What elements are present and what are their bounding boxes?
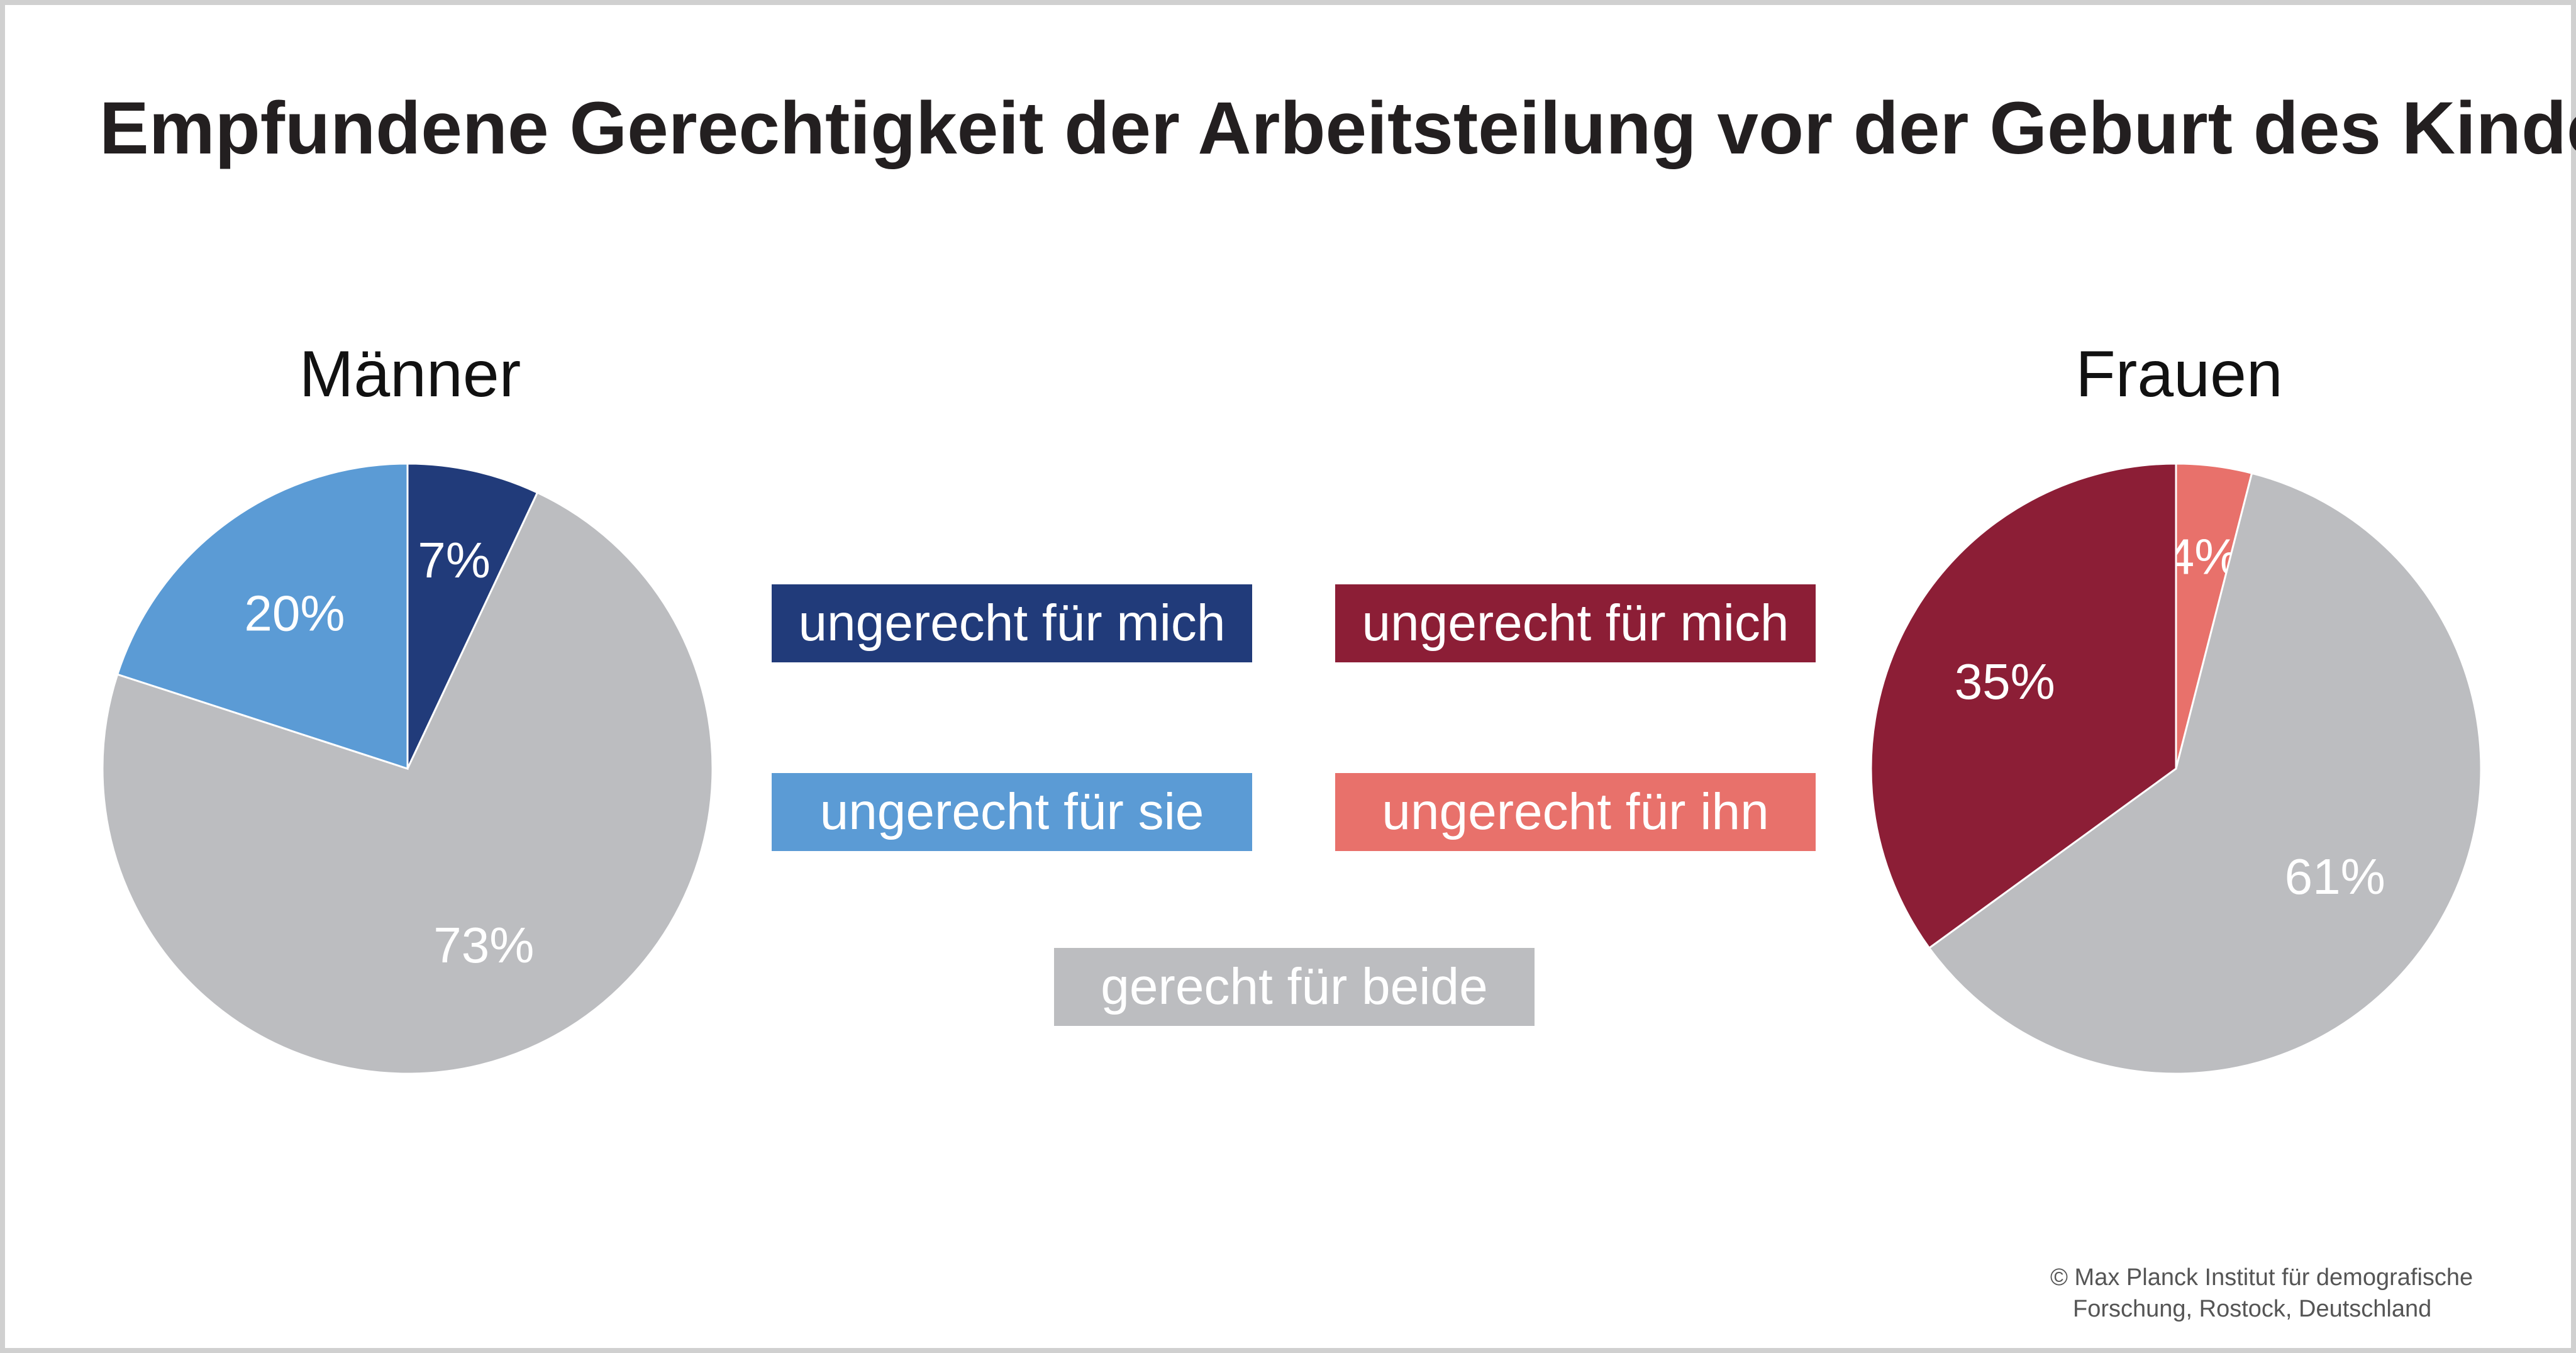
chart-title: Empfundene Gerechtigkeit der Arbeitsteil… — [99, 87, 2576, 170]
maenner-label-1: 73% — [433, 917, 534, 973]
pie-title-frauen: Frauen — [2075, 338, 2283, 411]
maenner-label-2: 20% — [244, 585, 345, 641]
maenner-label-0: 7% — [418, 532, 491, 588]
legend-men-unfair-her: ungerecht für sie — [772, 773, 1252, 851]
legend-women-unfair-me: ungerecht für mich — [1335, 584, 1816, 662]
maenner-slice-2 — [116, 462, 409, 771]
legend-women-unfair-him: ungerecht für ihn — [1335, 773, 1816, 851]
frauen-slice-2 — [1870, 462, 2177, 950]
pie-chart-frauen: 4%61%35% — [1870, 462, 2482, 1075]
copyright-credit: © Max Planck Institut für demografische … — [2050, 1262, 2473, 1325]
maenner-slice-1 — [101, 491, 714, 1075]
frauen-slice-1 — [1928, 472, 2482, 1075]
credit-line-1: © Max Planck Institut für demografische — [2050, 1264, 2473, 1291]
legend-men-unfair-me: ungerecht für mich — [772, 584, 1252, 662]
pie-chart-maenner: 7% 73% 20% — [101, 462, 714, 1075]
legend-fair-both: gerecht für beide — [1054, 948, 1535, 1026]
frauen-label-2: 35% — [1955, 654, 2055, 710]
frauen-label-1: 61% — [2285, 849, 2385, 905]
maenner-slice-0 — [406, 462, 539, 769]
pie-title-maenner: Männer — [299, 338, 521, 411]
credit-line-2: Forschung, Rostock, Deutschland — [2073, 1296, 2432, 1322]
